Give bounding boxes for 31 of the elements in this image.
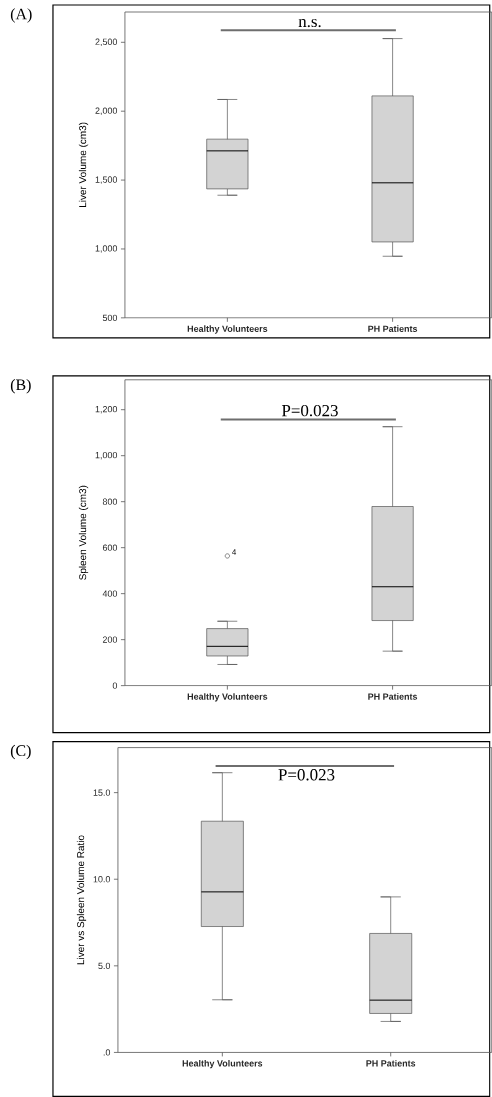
y-axis-title: Liver Volume (cm3) [78,122,89,207]
y-axis-title: Liver vs Spleen Volume Ratio [76,835,87,965]
y-tick-label: 500 [102,314,117,322]
annotation: n.s. [298,18,321,28]
x-tick-label: PH Patients [368,325,418,332]
y-tick-label: .0 [103,1049,111,1056]
y-tick-label: 10.0 [93,876,111,883]
y-tick-label: 0 [112,682,118,689]
chart-title: (A) [10,8,32,23]
x-tick-label: Healthy Volunteers [187,693,268,702]
x-tick-label: PH Patients [366,1059,416,1067]
x-tick-label: PH Patients [368,693,418,700]
annotation: P=0.023 [281,404,338,417]
y-tick-label: 2,000 [95,107,117,115]
y-tick-label: 1,000 [95,245,117,253]
chart-title: (B) [10,379,31,394]
y-tick-label: 800 [102,498,117,505]
y-axis-title: Spleen Volume (cm3) [78,485,89,580]
y-tick-label: 2,500 [95,38,117,47]
y-tick-label: 600 [102,544,117,551]
y-tick-label: 1,500 [95,176,117,184]
x-tick-label: Healthy Volunteers [182,1059,263,1069]
y-tick-label: 1,200 [95,405,117,414]
annotation: P=0.023 [278,769,335,781]
y-tick-label: 15.0 [93,789,111,796]
y-tick-label: 400 [102,590,117,597]
y-tick-label: 1,000 [95,451,117,460]
y-tick-label: 200 [102,636,117,643]
y-tick-label: 5.0 [98,962,111,970]
chart-title: (C) [10,744,31,760]
x-tick-label: Healthy Volunteers [187,325,268,334]
